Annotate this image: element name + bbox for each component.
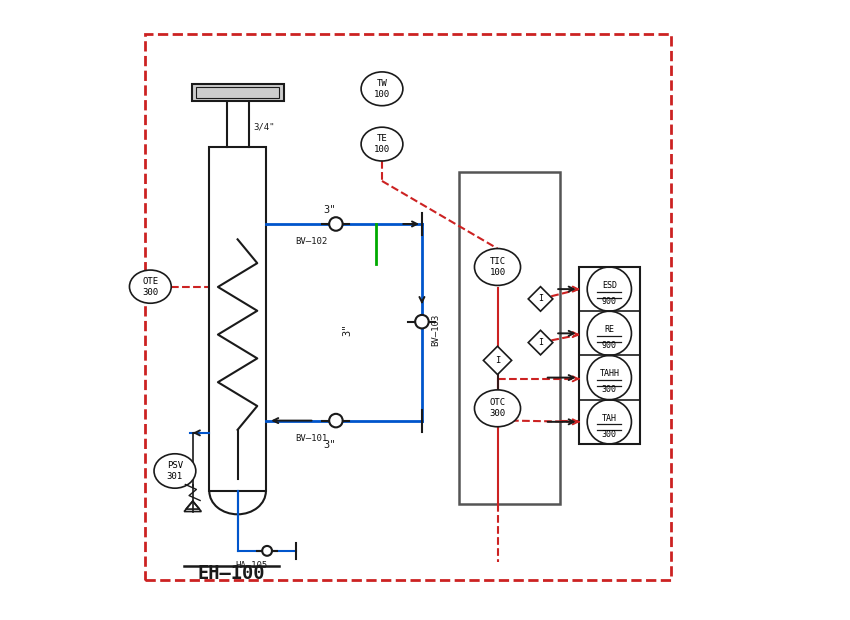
Text: 3": 3" <box>324 205 336 215</box>
Text: 300: 300 <box>602 430 617 438</box>
Text: TAHH: TAHH <box>599 370 620 378</box>
Circle shape <box>262 546 272 556</box>
Text: RE: RE <box>604 325 615 334</box>
Bar <box>191 84 284 101</box>
Text: 900: 900 <box>602 297 617 306</box>
Text: BV–103: BV–103 <box>431 314 440 346</box>
Text: TAH: TAH <box>602 414 617 423</box>
Text: BV–102: BV–102 <box>295 237 327 247</box>
Text: TW
100: TW 100 <box>374 79 390 99</box>
Circle shape <box>329 217 343 231</box>
Bar <box>196 87 279 98</box>
Polygon shape <box>528 286 552 311</box>
Text: HA–105: HA–105 <box>235 560 268 570</box>
Text: 300: 300 <box>602 386 617 394</box>
Text: EH–100: EH–100 <box>198 564 265 583</box>
Ellipse shape <box>154 454 196 488</box>
Text: OTE
300: OTE 300 <box>142 277 158 297</box>
Text: I: I <box>538 338 543 347</box>
Circle shape <box>329 414 343 427</box>
Ellipse shape <box>361 72 403 105</box>
Bar <box>209 147 266 491</box>
Text: 3": 3" <box>342 324 352 336</box>
Ellipse shape <box>361 127 403 161</box>
Text: I: I <box>538 294 543 303</box>
Text: PSV
301: PSV 301 <box>167 461 183 481</box>
Polygon shape <box>528 330 552 355</box>
Text: TIC
100: TIC 100 <box>490 257 506 277</box>
Text: 3/4": 3/4" <box>253 123 275 132</box>
Text: TE
100: TE 100 <box>374 134 390 154</box>
Circle shape <box>415 315 428 329</box>
Text: BV–101: BV–101 <box>295 434 327 443</box>
Text: OTC
300: OTC 300 <box>490 398 506 419</box>
Polygon shape <box>484 346 512 374</box>
Text: 3": 3" <box>324 440 336 450</box>
Text: 900: 900 <box>602 341 617 350</box>
Bar <box>145 33 671 580</box>
Ellipse shape <box>474 390 520 427</box>
Ellipse shape <box>474 249 520 285</box>
Bar <box>579 267 640 444</box>
Text: I: I <box>495 356 500 365</box>
Bar <box>459 172 560 503</box>
Ellipse shape <box>129 270 171 303</box>
Text: ESD: ESD <box>602 281 617 290</box>
